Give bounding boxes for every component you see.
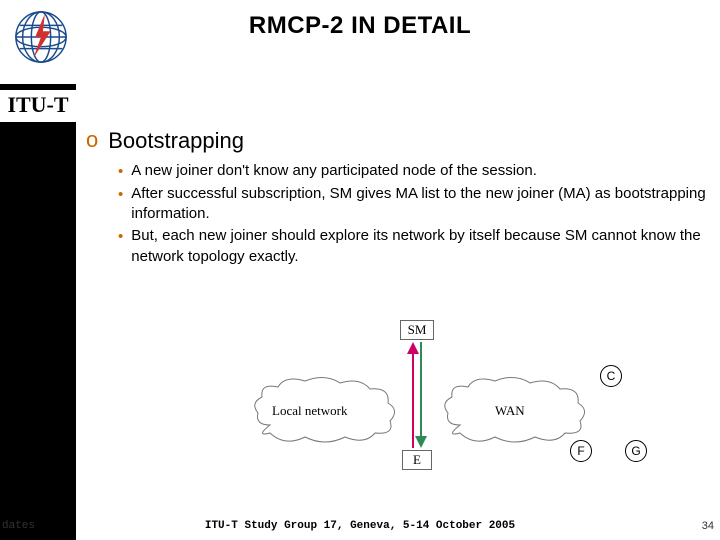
node-g-label: G	[631, 444, 640, 458]
node-c-label: C	[607, 369, 616, 383]
bullet-marker: •	[118, 162, 123, 182]
footer-page-number: 34	[702, 520, 714, 532]
section-marker: o	[86, 128, 98, 152]
section-heading-row: o Bootstrapping	[86, 128, 710, 153]
sm-node: SM	[400, 320, 434, 340]
slide-title: RMCP-2 IN DETAIL	[0, 12, 720, 40]
bullet-list: • A new joiner don't know any participat…	[118, 161, 716, 267]
bullet-marker: •	[118, 227, 123, 247]
content-area: o Bootstrapping • A new joiner don't kno…	[86, 128, 710, 269]
footer-center: ITU-T Study Group 17, Geneva, 5-14 Octob…	[0, 520, 720, 532]
bullet-item: • After successful subscription, SM give…	[118, 184, 716, 225]
node-f-label: F	[577, 444, 584, 458]
e-node: E	[402, 450, 432, 470]
bullet-item: • But, each new joiner should explore it…	[118, 226, 716, 267]
bullet-marker: •	[118, 185, 123, 205]
sm-label: SM	[408, 322, 427, 338]
node-f: F	[570, 440, 592, 462]
node-c: C	[600, 365, 622, 387]
node-g: G	[625, 440, 647, 462]
left-black-band	[0, 84, 76, 540]
network-diagram: SM Local network WAN E C F G	[250, 320, 650, 490]
bullet-text: After successful subscription, SM gives …	[131, 184, 716, 225]
local-network-label: Local network	[272, 403, 347, 419]
bullet-text: But, each new joiner should explore its …	[131, 226, 716, 267]
sm-e-arrows	[400, 338, 440, 452]
itu-t-label: ITU-T	[0, 90, 76, 122]
slide: RMCP-2 IN DETAIL ITU-T o Bootstrapping •…	[0, 0, 720, 540]
wan-label: WAN	[495, 403, 525, 419]
bullet-text: A new joiner don't know any participated…	[131, 161, 537, 181]
section-heading: Bootstrapping	[108, 128, 244, 153]
bullet-item: • A new joiner don't know any participat…	[118, 161, 716, 182]
e-label: E	[413, 452, 421, 468]
